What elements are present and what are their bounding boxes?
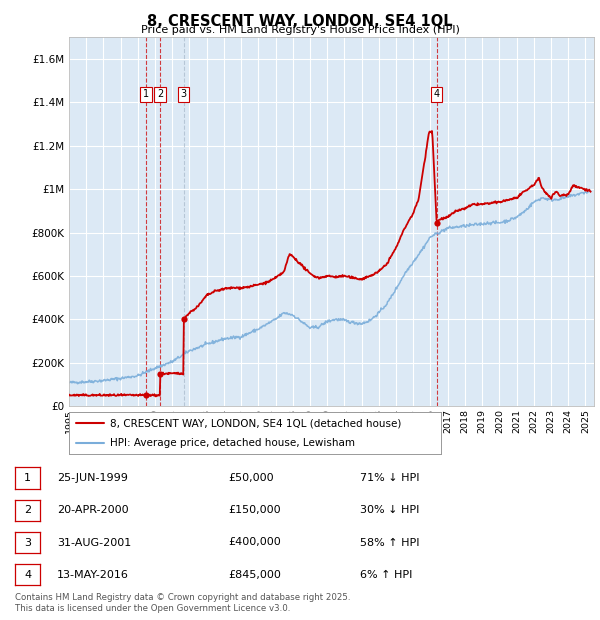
Text: 71% ↓ HPI: 71% ↓ HPI: [360, 473, 419, 483]
Text: 8, CRESCENT WAY, LONDON, SE4 1QL (detached house): 8, CRESCENT WAY, LONDON, SE4 1QL (detach…: [110, 418, 401, 428]
Text: 8, CRESCENT WAY, LONDON, SE4 1QL: 8, CRESCENT WAY, LONDON, SE4 1QL: [147, 14, 453, 29]
Text: Contains HM Land Registry data © Crown copyright and database right 2025.
This d: Contains HM Land Registry data © Crown c…: [15, 593, 350, 613]
Text: 30% ↓ HPI: 30% ↓ HPI: [360, 505, 419, 515]
Text: £50,000: £50,000: [228, 473, 274, 483]
Text: 4: 4: [434, 89, 440, 99]
Text: 25-JUN-1999: 25-JUN-1999: [57, 473, 128, 483]
Text: 31-AUG-2001: 31-AUG-2001: [57, 538, 131, 547]
Text: £150,000: £150,000: [228, 505, 281, 515]
Text: 20-APR-2000: 20-APR-2000: [57, 505, 128, 515]
Text: 4: 4: [24, 570, 31, 580]
Text: 58% ↑ HPI: 58% ↑ HPI: [360, 538, 419, 547]
Text: 1: 1: [24, 473, 31, 483]
Text: HPI: Average price, detached house, Lewisham: HPI: Average price, detached house, Lewi…: [110, 438, 355, 448]
Text: 6% ↑ HPI: 6% ↑ HPI: [360, 570, 412, 580]
Text: 13-MAY-2016: 13-MAY-2016: [57, 570, 129, 580]
Text: £845,000: £845,000: [228, 570, 281, 580]
Text: 2: 2: [24, 505, 31, 515]
Text: £400,000: £400,000: [228, 538, 281, 547]
Text: 3: 3: [24, 538, 31, 547]
Text: 1: 1: [143, 89, 149, 99]
Text: 3: 3: [181, 89, 187, 99]
Text: 2: 2: [157, 89, 163, 99]
Text: Price paid vs. HM Land Registry's House Price Index (HPI): Price paid vs. HM Land Registry's House …: [140, 25, 460, 35]
